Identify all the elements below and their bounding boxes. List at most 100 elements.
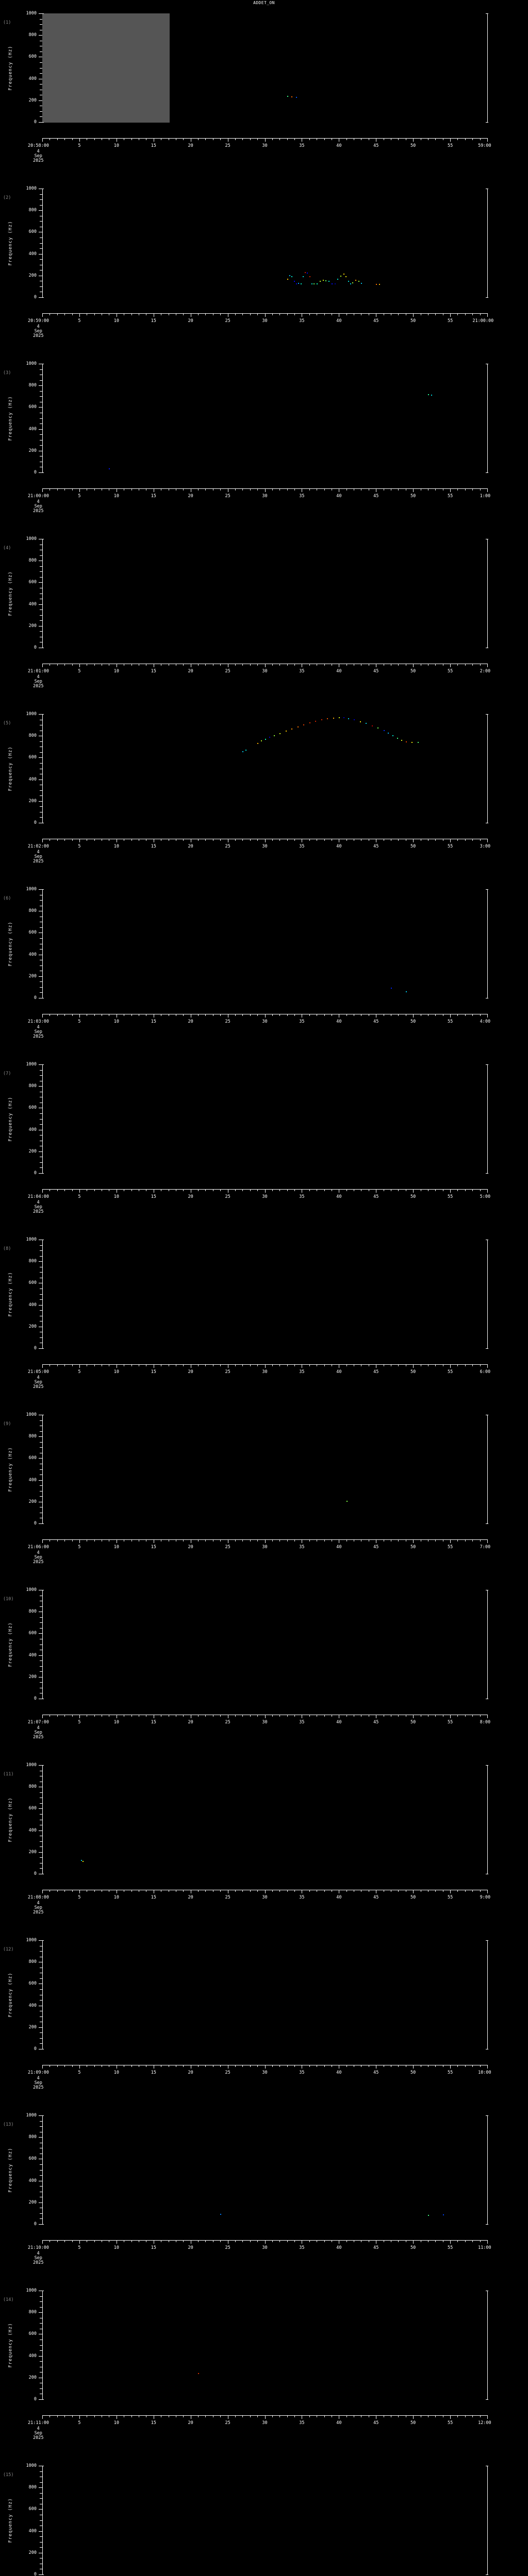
- x-tick-label: 55: [447, 1194, 453, 1199]
- plot-area[interactable]: [42, 1240, 488, 1349]
- axis-corner-serif: [486, 1523, 488, 1524]
- x-tick-major: [413, 839, 414, 842]
- plot-area[interactable]: [42, 1590, 488, 1699]
- axis-corner-serif: [486, 1348, 488, 1349]
- x-tick-minor: [457, 1539, 458, 1541]
- y-axis-title: Frequency (Hz): [7, 889, 14, 998]
- detection-point: [307, 273, 308, 274]
- panel-number: (7): [3, 1071, 11, 1076]
- plot-area[interactable]: [42, 2291, 488, 2400]
- x-tick-minor: [220, 138, 221, 140]
- date-month: Sep: [34, 2256, 42, 2261]
- y-tick-label: 1000: [26, 1062, 37, 1067]
- detection-point: [427, 2214, 429, 2216]
- x-tick-minor: [242, 839, 243, 841]
- y-tick-minor: [40, 248, 42, 249]
- x-tick-minor: [131, 1715, 132, 1717]
- plot-area[interactable]: [42, 1064, 488, 1174]
- plot-area[interactable]: [42, 2466, 488, 2575]
- plot-area[interactable]: [42, 189, 488, 298]
- axis-corner-serif: [486, 122, 488, 123]
- x-tick-label: 20: [188, 318, 193, 324]
- y-tick-label: 200: [28, 1148, 37, 1154]
- y-tick-major: [39, 35, 42, 36]
- x-tick-label: 21:04:00: [28, 1194, 49, 1199]
- y-tick-label: 200: [28, 97, 37, 103]
- spectrogram-panel: (10) Frequency (Hz) 0 200 400 600 800 1000 21:07…: [0, 1583, 528, 1758]
- y-axis-title-text: Frequency (Hz): [8, 746, 14, 791]
- x-tick-minor: [480, 313, 481, 315]
- x-tick-major: [265, 1014, 266, 1018]
- y-axis-line-left: [42, 889, 43, 998]
- panel-number: (4): [3, 546, 11, 551]
- x-tick-major: [79, 664, 80, 667]
- detection-point: [383, 730, 385, 732]
- x-tick-minor: [279, 1014, 280, 1016]
- x-tick-label: 20: [188, 844, 193, 849]
- y-tick-minor: [40, 423, 42, 425]
- y-tick-major: [39, 2027, 42, 2028]
- y-tick-major: [39, 1173, 42, 1174]
- y-tick-minor: [40, 992, 42, 993]
- x-tick-label: 30: [262, 1194, 268, 1199]
- x-tick-major: [79, 2415, 80, 2419]
- x-tick-major: [265, 839, 266, 842]
- axis-corner-serif: [41, 13, 44, 14]
- x-tick-label: 20: [188, 143, 193, 148]
- plot-area[interactable]: [42, 889, 488, 998]
- x-tick-minor: [346, 1890, 347, 1892]
- x-tick-minor: [94, 1890, 95, 1892]
- x-tick-major: [42, 1715, 43, 1718]
- x-tick-label: 5: [78, 2245, 81, 2250]
- x-tick-minor: [309, 839, 310, 841]
- x-tick-label: 40: [336, 1720, 342, 1725]
- x-tick-major: [487, 839, 488, 842]
- detection-point: [319, 281, 321, 282]
- x-tick-label: 30: [262, 1019, 268, 1024]
- plot-area[interactable]: [42, 1415, 488, 1524]
- y-tick-major: [39, 2202, 42, 2203]
- detection-point: [242, 751, 244, 752]
- x-tick-minor: [257, 2240, 258, 2242]
- x-tick-label: 5: [78, 2420, 81, 2426]
- plot-area[interactable]: [42, 1765, 488, 1874]
- x-tick-minor: [64, 313, 65, 315]
- x-tick-minor: [250, 664, 251, 666]
- plot-area[interactable]: [42, 1940, 488, 2049]
- y-axis-line-right: [487, 364, 488, 473]
- x-tick-minor: [457, 1364, 458, 1366]
- y-tick-minor: [40, 2032, 42, 2033]
- axis-corner-serif: [41, 1064, 44, 1065]
- x-tick-label: 30: [262, 2420, 268, 2426]
- plot-area[interactable]: [42, 2115, 488, 2225]
- date-month: Sep: [34, 2431, 42, 2436]
- x-tick-major: [450, 839, 451, 842]
- x-tick-minor: [272, 2065, 273, 2067]
- x-tick-major: [487, 488, 488, 492]
- x-tick-minor: [198, 2415, 199, 2417]
- y-tick-label: 200: [28, 273, 37, 278]
- spectrogram-panel: (6) Frequency (Hz) 0 200 400 600 800 1000 21:03:…: [0, 882, 528, 1057]
- plot-area[interactable]: [42, 13, 488, 123]
- y-tick-major: [39, 1458, 42, 1459]
- y-tick-minor: [40, 62, 42, 63]
- plot-area[interactable]: [42, 364, 488, 473]
- plot-area[interactable]: [42, 539, 488, 648]
- detection-point: [293, 281, 295, 282]
- x-tick-label: 40: [336, 1369, 342, 1375]
- x-tick-minor: [457, 1014, 458, 1016]
- x-tick-minor: [242, 1364, 243, 1366]
- plot-area[interactable]: [42, 714, 488, 823]
- x-tick-minor: [198, 1715, 199, 1717]
- detection-point: [322, 280, 324, 281]
- x-tick-minor: [235, 1715, 236, 1717]
- x-tick-minor: [57, 1890, 58, 1892]
- x-tick-label: 25: [225, 1369, 230, 1375]
- x-tick-minor: [346, 839, 347, 841]
- y-tick-minor: [40, 19, 42, 20]
- y-tick-minor: [40, 199, 42, 200]
- x-tick-major: [413, 488, 414, 492]
- detection-point: [265, 739, 266, 740]
- y-tick-minor: [40, 1431, 42, 1432]
- axis-corner-serif: [41, 1173, 44, 1174]
